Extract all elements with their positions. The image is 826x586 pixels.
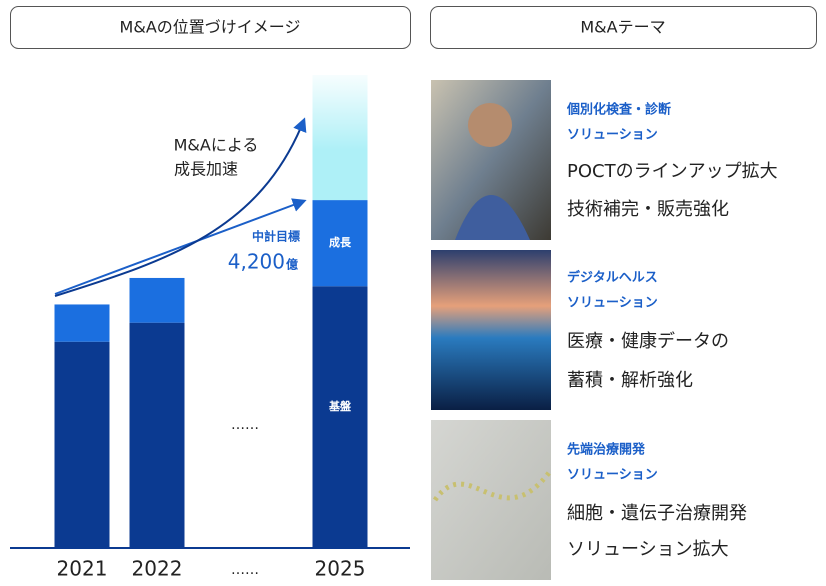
bar-segment — [312, 200, 368, 287]
annotation: M&Aによる — [174, 136, 259, 155]
target-unit: 億 — [286, 257, 298, 272]
theme-title: デジタルヘルス — [567, 270, 658, 286]
header-box — [10, 6, 411, 49]
annotation: 成長加速 — [174, 160, 238, 179]
theme-image — [431, 250, 551, 410]
x-tick-label: 2025 — [315, 557, 366, 581]
bar-segment — [54, 341, 110, 548]
theme-title: ソリューション — [567, 296, 658, 311]
left-header: M&Aの位置づけイメージ — [120, 18, 301, 37]
bar-fade — [312, 75, 368, 201]
theme-image-detail — [455, 195, 530, 240]
theme-image-detail — [468, 103, 512, 147]
x-tick-label: …… — [231, 562, 259, 578]
target-arrow — [54, 198, 307, 295]
bar-segment — [54, 304, 110, 342]
gap-marker: …… — [231, 417, 259, 433]
theme-title: 先端治療開発 — [567, 442, 646, 458]
header-box — [430, 6, 817, 49]
theme-image — [431, 420, 551, 580]
x-tick-label: 2022 — [132, 557, 183, 581]
bar-segment — [312, 286, 368, 548]
theme-title: 個別化検査・診断 — [566, 102, 671, 118]
theme-desc: POCTのラインアップ拡大 — [567, 161, 778, 182]
segment-label: 成長 — [329, 235, 352, 249]
theme-desc: 技術補完・販売強化 — [567, 199, 729, 220]
theme-desc: 医療・健康データの — [567, 331, 729, 352]
bar-segment — [129, 277, 185, 323]
chart: 2021 2022 …… …… 2025 基盤 成長 — [10, 75, 410, 581]
theme-desc: 細胞・遺伝子治療開発 — [567, 503, 747, 524]
x-tick-label: 2021 — [57, 557, 108, 581]
theme-desc: 蓄積・解析強化 — [567, 370, 693, 391]
target-label: 中計目標 — [252, 229, 300, 244]
theme-desc: ソリューション拡大 — [567, 539, 729, 560]
theme-title: ソリューション — [567, 128, 658, 143]
segment-label: 基盤 — [328, 399, 352, 413]
right-header: M&Aテーマ — [580, 18, 665, 37]
target-value: 4,200 — [228, 250, 285, 274]
bar-segment — [129, 322, 185, 548]
growth-arrow — [54, 117, 307, 297]
theme-image-detail — [432, 468, 554, 502]
theme-title: ソリューション — [567, 468, 658, 483]
